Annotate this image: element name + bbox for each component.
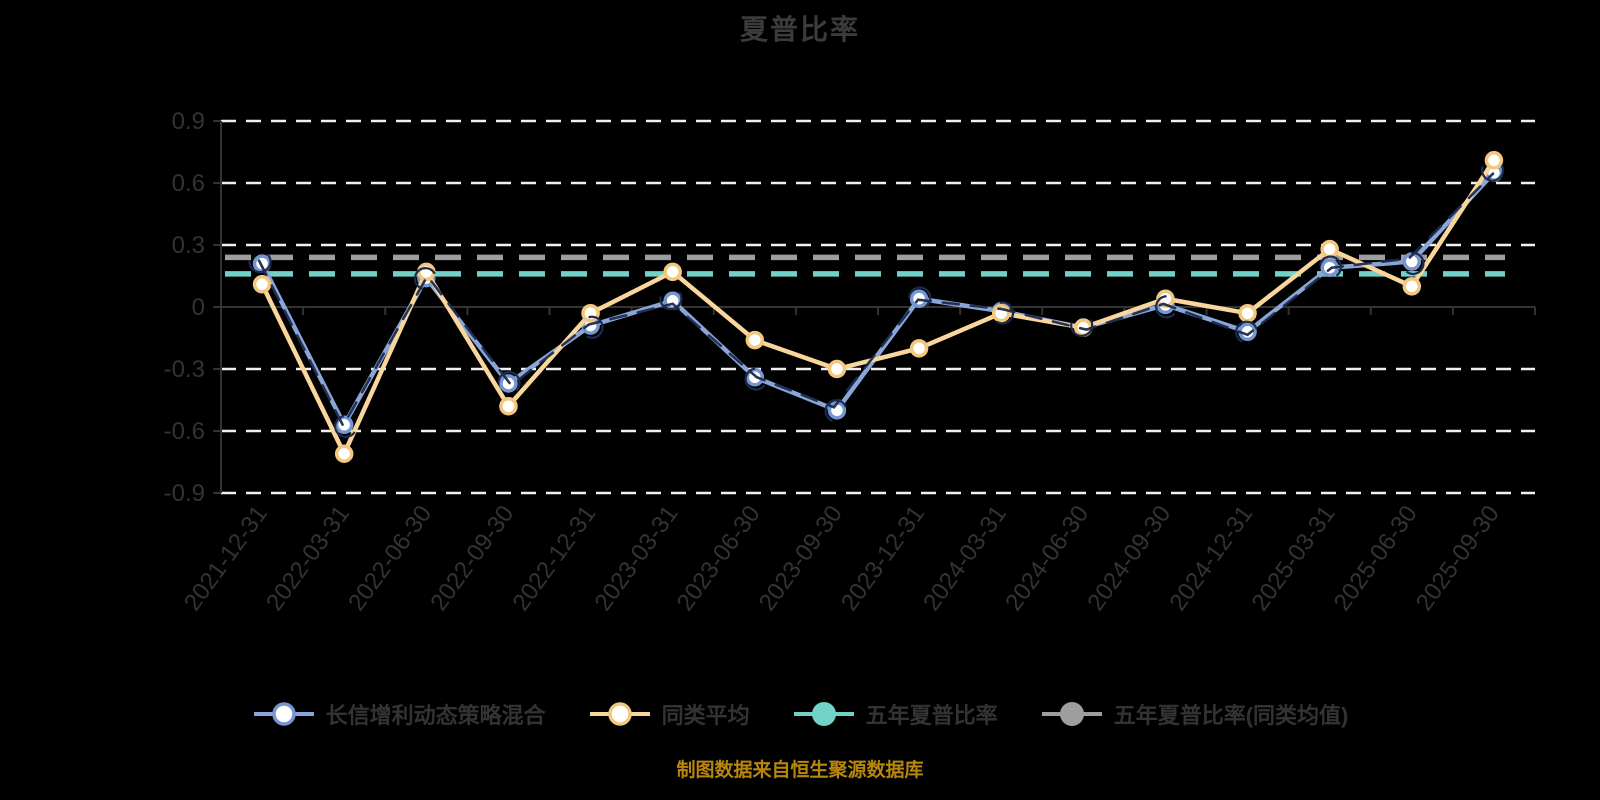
series-peer-marker <box>334 444 354 463</box>
chart-title: 夏普比率 <box>739 14 860 45</box>
x-axis-label: 2024-03-31 <box>918 501 1012 616</box>
x-axis-label: 2022-09-30 <box>425 501 519 616</box>
five-year-sharpe-line-swatch-icon <box>793 702 854 726</box>
y-axis-label: -0.3 <box>164 356 205 383</box>
sketch-marker-ring <box>1155 295 1179 319</box>
series-peer-marker <box>909 339 929 358</box>
legend: 长信增利动态策略混合 同类平均 五年夏普比率 五年夏普比率(同类均值) <box>0 698 1600 730</box>
y-axis-label: -0.9 <box>164 480 205 507</box>
series-peer-line <box>259 158 1497 456</box>
peer-average-line-swatch-icon <box>589 702 650 726</box>
y-axis-label: 0.3 <box>172 232 205 259</box>
sketch-marker-ring <box>580 315 604 339</box>
series-peer-marker <box>663 262 682 282</box>
y-axis-label: 0.6 <box>172 170 205 197</box>
sketch-marker-ring <box>908 286 932 310</box>
x-axis-label: 2022-12-31 <box>507 501 601 616</box>
series-peer-marker <box>252 275 272 294</box>
legend-label-fund: 长信增利动态策略混合 <box>325 703 546 728</box>
legend-item-peer-average[interactable]: 同类平均 <box>588 698 750 730</box>
x-axis-label: 2025-03-31 <box>1247 501 1341 616</box>
x-axis-label: 2024-06-30 <box>1000 501 1094 616</box>
sketch-marker-ring <box>413 267 438 291</box>
x-axis-label: 2024-09-30 <box>1082 501 1176 616</box>
series-peer-marker <box>1156 289 1175 308</box>
x-axis-label: 2023-03-31 <box>590 501 684 616</box>
y-axis-label: 0.9 <box>172 108 205 135</box>
x-axis-label: 2025-06-30 <box>1329 501 1423 616</box>
sketch-marker-ring <box>824 399 848 423</box>
sketch-marker-ring <box>1401 251 1425 276</box>
sketch-marker-ring <box>497 371 521 395</box>
sketch-marker-ring <box>659 287 683 311</box>
series-peer-marker <box>1484 151 1504 170</box>
legend-item-fund[interactable]: 长信增利动态策略混合 <box>252 698 546 730</box>
sketch-marker-ring <box>744 367 768 391</box>
series-peer-marker <box>827 359 847 379</box>
sketch-marker-ring <box>990 301 1015 325</box>
fund-line-swatch-icon <box>253 702 314 726</box>
legend-item-five-year-sharpe-peer-avg[interactable]: 五年夏普比率(同类均值) <box>1040 698 1349 730</box>
data-source-caption: 制图数据来自恒生聚源数据库 <box>676 760 924 781</box>
series-peer-marker <box>499 396 518 416</box>
x-axis-label: 2023-06-30 <box>672 501 766 616</box>
legend-label-five-year-sharpe-peer-avg: 五年夏普比率(同类均值) <box>1113 703 1349 728</box>
sketch-marker-ring <box>1070 313 1094 337</box>
x-axis-label: 2023-12-31 <box>836 501 930 616</box>
x-axis-label: 2023-09-30 <box>754 501 848 616</box>
legend-label-five-year-sharpe: 五年夏普比率 <box>865 703 998 728</box>
sketch-marker-ring <box>334 414 358 439</box>
sketch-overlay-line <box>257 172 1495 429</box>
x-axis-label: 2024-12-31 <box>1164 501 1258 616</box>
sketch-marker-ring <box>248 250 272 274</box>
series-peer-marker <box>417 262 436 282</box>
series-fund-line <box>259 170 1497 428</box>
legend-label-peer-average: 同类平均 <box>661 703 750 728</box>
series-peer-marker <box>745 330 765 350</box>
y-axis-label: 0 <box>192 294 205 321</box>
sketch-marker-ring <box>1480 158 1505 182</box>
x-axis-labels: 2021-12-312022-03-312022-06-302022-09-30… <box>179 501 1505 616</box>
x-axis-label: 2021-12-31 <box>179 501 273 616</box>
x-axis-label: 2025-09-30 <box>1411 501 1505 616</box>
x-axis-label: 2022-06-30 <box>343 501 437 616</box>
gridlines: 0.9 0.6 0.3 0 -0.3 -0.6 -0.9 <box>164 108 1535 507</box>
series-peer-marker <box>1320 239 1339 259</box>
series-peer-marker <box>1402 277 1422 296</box>
y-axis-label: -0.6 <box>164 418 205 445</box>
sketch-marker-ring <box>1318 255 1343 279</box>
series-peer-marker <box>1238 303 1257 323</box>
x-axis-label: 2022-03-31 <box>261 501 355 616</box>
sketch-marker-ring <box>1235 320 1259 344</box>
legend-item-five-year-sharpe[interactable]: 五年夏普比率 <box>792 698 998 730</box>
five-year-sharpe-peer-avg-line-swatch-icon <box>1041 702 1102 726</box>
